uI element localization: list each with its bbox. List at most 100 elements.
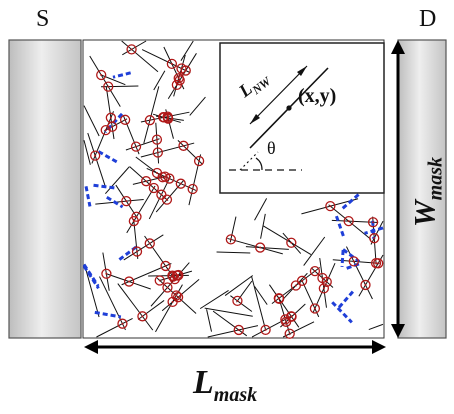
junction-dot [121, 322, 124, 325]
junction-dot [155, 138, 158, 141]
junction-dot [179, 182, 182, 185]
junction-dot [178, 79, 181, 82]
terminal-wire-segment [335, 215, 346, 238]
junction-marker [100, 124, 111, 136]
junction-marker [148, 182, 159, 194]
junction-dot [313, 307, 316, 310]
junction-marker [309, 303, 321, 314]
junction-dot [264, 328, 267, 331]
nanowire [199, 290, 229, 310]
junction-marker [321, 276, 332, 288]
junction-dot [160, 193, 163, 196]
junction-dot [177, 274, 180, 277]
junction-marker [117, 318, 128, 329]
junction-dot [109, 116, 112, 119]
terminal-wire-segment [93, 183, 118, 190]
nanowire [282, 321, 315, 338]
junction-layer [90, 44, 384, 339]
junction-marker [284, 328, 295, 339]
junction-marker [144, 238, 155, 249]
junction-dot [136, 250, 139, 253]
junction-marker [160, 260, 171, 272]
nanowire [236, 280, 253, 303]
width-arrowhead-bottom [391, 324, 405, 338]
junction-dot [259, 246, 262, 249]
junction-dot [290, 241, 293, 244]
nanowire [140, 142, 195, 158]
junction-marker [373, 258, 384, 269]
inset-angle-arc [255, 157, 263, 171]
terminal-wire-segment [112, 71, 132, 79]
nanowire [83, 105, 100, 137]
nanowire [216, 251, 251, 254]
junction-dot [164, 175, 167, 178]
junction-dot [182, 144, 185, 147]
junction-marker [151, 134, 163, 145]
junction-marker [173, 269, 184, 281]
junction-marker [119, 114, 131, 125]
mask-width-symbol: W [408, 200, 442, 228]
junction-marker [225, 234, 237, 245]
terminal-wire-segment [371, 220, 376, 239]
nanowire [153, 70, 166, 91]
junction-marker [90, 150, 101, 161]
nanowire [188, 154, 202, 206]
junction-marker [286, 237, 297, 248]
junction-dot [128, 280, 131, 283]
nanowire [328, 204, 372, 240]
junction-dot [158, 279, 161, 282]
nanowire [159, 270, 193, 282]
nanowire-position-label: (x,y) [298, 85, 337, 107]
junction-dot [171, 300, 174, 303]
length-arrowhead-right [372, 340, 386, 354]
junction-dot [191, 188, 194, 191]
junction-marker [128, 215, 139, 227]
nanowire [204, 307, 253, 317]
junction-dot [130, 48, 133, 51]
nanowire [104, 166, 130, 194]
junction-dot [288, 332, 291, 335]
junction-marker [107, 121, 118, 132]
terminal-wire-segment [82, 265, 100, 290]
junction-dot [347, 220, 350, 223]
junction-marker [187, 183, 198, 195]
junction-dot [156, 151, 159, 154]
nanowire [251, 276, 267, 330]
terminal-wire-segment [342, 248, 361, 263]
junction-marker [255, 242, 266, 253]
junction-dot [285, 320, 288, 323]
junction-marker [162, 282, 173, 293]
nanowire [206, 309, 213, 332]
nanowire-angle-label: θ [267, 138, 276, 158]
nanowire [101, 85, 139, 88]
junction-marker [273, 293, 285, 304]
nanowire [123, 115, 140, 155]
length-arrowhead-left [84, 340, 98, 354]
junction-dot [198, 159, 201, 162]
junction-marker [280, 316, 292, 327]
junction-dot [184, 69, 187, 72]
junction-marker [233, 324, 244, 336]
inset-length-arrow [249, 65, 308, 125]
junction-dot [170, 62, 173, 65]
terminal-wire-segment [336, 290, 355, 311]
junction-dot [284, 318, 287, 321]
junction-marker [166, 58, 178, 70]
junction-marker [260, 324, 271, 336]
junction-marker [325, 200, 336, 212]
terminal-wire-segment [331, 301, 353, 324]
junction-dot [325, 280, 328, 283]
nanowire [143, 86, 160, 144]
junction-dot [290, 315, 293, 318]
junction-marker [130, 141, 142, 152]
nanowire [368, 323, 384, 331]
junction-dot [135, 145, 138, 148]
junction-marker [343, 215, 354, 227]
nanowire [180, 40, 194, 61]
nanowire [260, 213, 266, 239]
nanowire [301, 280, 320, 318]
junction-dot [313, 270, 316, 273]
junction-dot [164, 264, 167, 267]
junction-marker [167, 271, 179, 282]
